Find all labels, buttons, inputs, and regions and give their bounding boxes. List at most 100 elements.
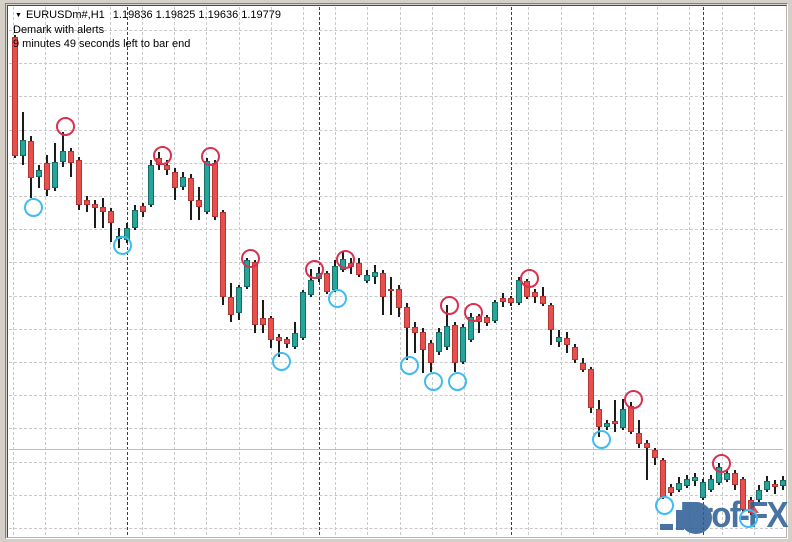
candle-body <box>396 289 402 308</box>
candle-body <box>452 325 458 363</box>
demark-buy-signal-circle <box>399 355 419 375</box>
candle-body <box>460 327 466 362</box>
demark-buy-signal-circle <box>271 351 291 371</box>
gridline-horizontal <box>9 196 783 197</box>
candle-body <box>404 307 410 328</box>
candle-body <box>444 326 450 347</box>
gridline-horizontal <box>9 362 783 363</box>
candle-body <box>308 280 314 295</box>
candle-body <box>700 482 706 498</box>
candle-body <box>612 421 618 424</box>
candle-body <box>236 287 242 313</box>
gridline-horizontal <box>9 428 783 430</box>
gridline-vertical <box>174 7 176 535</box>
candle-body <box>692 477 698 481</box>
candle-body <box>212 163 218 217</box>
candle-body <box>300 292 306 338</box>
candle-body <box>516 280 522 303</box>
gridline-vertical <box>367 7 369 535</box>
bid-price-line <box>9 449 783 450</box>
candle-body <box>724 473 730 480</box>
demark-sell-signal-circle <box>200 146 220 166</box>
candle-body <box>100 207 106 212</box>
gridline-vertical <box>496 7 498 535</box>
candle-body <box>260 318 266 325</box>
candle-body <box>484 317 490 323</box>
candle-wick <box>614 400 616 432</box>
candle-body <box>172 172 178 188</box>
candle-body <box>276 337 282 341</box>
candle-body <box>684 479 690 486</box>
demark-sell-signal-circle <box>463 302 483 322</box>
demark-buy-signal-circle <box>654 495 674 515</box>
gridline-horizontal <box>9 328 783 330</box>
demark-buy-signal-circle <box>738 508 758 528</box>
candle-wick <box>22 112 24 165</box>
candle-body <box>84 200 90 205</box>
demark-buy-signal-circle <box>23 197 43 217</box>
gridline-vertical <box>238 7 240 535</box>
gridline-horizontal <box>9 528 783 529</box>
candle-body <box>220 212 226 297</box>
candle-body <box>580 363 586 370</box>
candle-body <box>188 178 194 201</box>
candle-wick <box>102 198 104 228</box>
candle-body <box>284 339 290 344</box>
gridline-vertical <box>13 7 15 535</box>
candle-wick <box>110 208 112 242</box>
gridline-vertical <box>689 7 691 535</box>
prof-fx-watermark: Prof-FX <box>652 492 792 542</box>
demark-buy-signal-circle <box>112 235 132 255</box>
candle-body <box>652 450 658 458</box>
demark-sell-signal-circle <box>55 116 75 136</box>
candle-body <box>148 165 154 205</box>
gridline-horizontal <box>9 30 783 31</box>
chart-title-bar: ▼ EURUSDm#,H1 1.19836 1.19825 1.19636 1.19… <box>15 9 281 22</box>
candle-wick <box>262 300 264 333</box>
demark-sell-signal-circle <box>304 259 324 279</box>
candle-body <box>180 177 186 187</box>
candle-body <box>500 298 506 302</box>
candle-body <box>428 343 434 363</box>
candle-body <box>228 297 234 315</box>
gridline-vertical <box>399 7 401 535</box>
candle-body <box>164 165 170 170</box>
demark-sell-signal-circle <box>439 295 459 315</box>
watermark-pie-icon <box>680 502 712 534</box>
candle-body <box>36 170 42 177</box>
gridline-vertical <box>592 7 594 535</box>
gridline-horizontal <box>9 461 783 463</box>
candle-body <box>436 332 442 352</box>
gridline-horizontal <box>9 494 783 496</box>
candle-body <box>380 273 386 297</box>
candle-body <box>556 337 562 342</box>
candle-body <box>540 296 546 304</box>
candle-body <box>140 206 146 212</box>
candle-body <box>76 160 82 205</box>
candle-body <box>572 347 578 360</box>
gridline-vertical <box>431 7 433 535</box>
chart-dropdown-arrow-icon[interactable]: ▼ <box>15 12 22 19</box>
candle-body <box>420 332 426 350</box>
candle-body <box>356 263 362 275</box>
candle-body <box>92 204 98 208</box>
gridline-vertical <box>657 7 659 535</box>
candle-body <box>764 481 770 490</box>
gridline-vertical <box>560 7 562 535</box>
candle-body <box>268 318 274 340</box>
candle-wick <box>646 440 648 480</box>
period-separator <box>127 7 128 535</box>
candle-body <box>108 211 114 223</box>
demark-buy-signal-circle <box>591 429 611 449</box>
gridline-vertical <box>303 7 304 535</box>
candle-body <box>636 433 642 444</box>
demark-sell-signal-circle <box>152 145 172 165</box>
bar-timer-label: 9 minutes 49 seconds left to bar end <box>13 38 191 50</box>
candle-body <box>588 369 594 408</box>
candle-body <box>68 151 74 163</box>
candle-body <box>492 302 498 321</box>
gridline-horizontal <box>9 63 783 65</box>
gridline-vertical <box>45 7 47 535</box>
